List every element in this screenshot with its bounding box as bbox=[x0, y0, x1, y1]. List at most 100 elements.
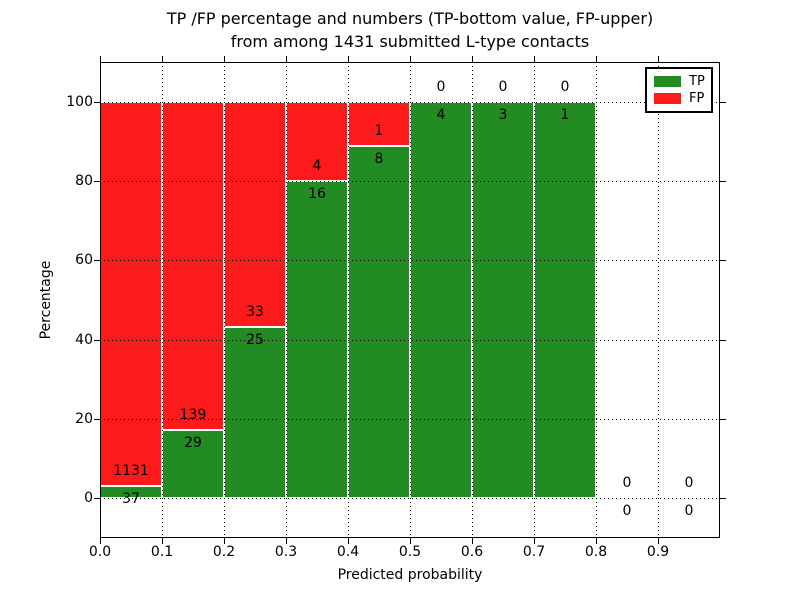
x-tick-label: 0.2 bbox=[212, 544, 236, 560]
x-tick-mark bbox=[224, 538, 225, 544]
bar-segment-fp bbox=[348, 101, 410, 146]
y-tick-label: 100 bbox=[66, 93, 93, 110]
fp-count-label: 0 bbox=[498, 78, 508, 95]
y-tick-mark-right bbox=[720, 181, 726, 182]
fp-count-label: 0 bbox=[684, 475, 694, 492]
x-tick-label: 0.5 bbox=[398, 544, 422, 560]
x-tick-mark-top bbox=[658, 56, 659, 62]
fp-count-label: 1 bbox=[374, 122, 384, 139]
x-tick-label: 0.3 bbox=[274, 544, 298, 560]
legend: TP FP bbox=[645, 67, 713, 113]
x-gridline bbox=[658, 62, 659, 538]
y-tick-label: 20 bbox=[75, 411, 93, 427]
y-tick-mark bbox=[94, 339, 100, 341]
x-gridline bbox=[472, 62, 473, 538]
bar-segment-fp bbox=[162, 101, 224, 430]
bar-segment-tp bbox=[348, 145, 410, 499]
tp-count-label: 29 bbox=[184, 434, 202, 451]
bar-segment-tp bbox=[534, 101, 596, 499]
x-tick-mark bbox=[100, 538, 101, 544]
fp-swatch-icon bbox=[654, 93, 681, 105]
chart-title-line2: from among 1431 submitted L-type contact… bbox=[230, 32, 590, 51]
fp-count-label: 0 bbox=[622, 475, 632, 492]
x-tick-label: 0.9 bbox=[646, 544, 670, 560]
chart-title: TP /FP percentage and numbers (TP-bottom… bbox=[10, 7, 800, 53]
x-tick-mark bbox=[534, 538, 535, 544]
x-gridline bbox=[162, 62, 163, 538]
y-tick-mark-right bbox=[720, 260, 726, 262]
y-tick-mark-right bbox=[720, 498, 726, 500]
x-tick-label: 0.6 bbox=[460, 544, 484, 560]
bar-segment-fp bbox=[224, 101, 286, 328]
x-tick-mark-top bbox=[100, 56, 101, 62]
x-tick-mark bbox=[658, 538, 659, 544]
bar-segment-tp bbox=[472, 101, 534, 499]
fp-count-label: 0 bbox=[436, 78, 446, 95]
x-tick-mark bbox=[348, 538, 349, 544]
x-tick-mark-top bbox=[472, 56, 473, 62]
x-tick-mark bbox=[286, 538, 287, 544]
x-tick-label: 0.0 bbox=[88, 544, 112, 560]
x-gridline bbox=[410, 62, 411, 538]
x-tick-mark-top bbox=[286, 56, 287, 62]
fp-count-label: 0 bbox=[560, 78, 570, 95]
fp-count-label: 1131 bbox=[113, 462, 149, 479]
tp-swatch-icon bbox=[654, 75, 681, 87]
y-tick-mark-right bbox=[720, 419, 726, 420]
y-tick-label: 0 bbox=[84, 490, 93, 507]
tp-count-label: 8 bbox=[374, 150, 384, 167]
x-tick-mark-top bbox=[348, 56, 349, 62]
x-gridline bbox=[224, 62, 225, 538]
chart-title-line1: TP /FP percentage and numbers (TP-bottom… bbox=[166, 9, 654, 28]
legend-item-fp: FP bbox=[647, 92, 711, 106]
bar-segment-tp bbox=[410, 101, 472, 499]
x-axis-label: Predicted probability bbox=[337, 567, 483, 583]
x-tick-mark-top bbox=[534, 56, 535, 62]
x-tick-label: 0.8 bbox=[584, 544, 608, 560]
y-tick-mark bbox=[94, 181, 100, 182]
x-gridline bbox=[286, 62, 287, 538]
y-tick-mark bbox=[94, 419, 100, 420]
y-tick-mark-right bbox=[720, 101, 726, 103]
tp-count-label: 0 bbox=[684, 503, 694, 520]
x-gridline bbox=[596, 62, 597, 538]
x-tick-mark-top bbox=[162, 56, 163, 62]
y-tick-label: 80 bbox=[75, 173, 93, 189]
x-tick-mark-top bbox=[224, 56, 225, 62]
x-tick-mark bbox=[410, 538, 411, 544]
fp-count-label: 139 bbox=[179, 406, 207, 423]
x-tick-mark bbox=[162, 538, 163, 544]
bar-segment-tp bbox=[162, 429, 224, 499]
y-tick-label: 60 bbox=[75, 252, 93, 269]
x-tick-mark-top bbox=[596, 56, 597, 62]
fp-count-label: 33 bbox=[246, 304, 264, 321]
legend-item-tp: TP bbox=[647, 74, 711, 88]
legend-label-tp: TP bbox=[689, 73, 705, 89]
bar-segment-tp bbox=[224, 327, 286, 499]
x-tick-mark bbox=[472, 538, 473, 544]
bar-segment-fp bbox=[100, 101, 162, 486]
y-tick-mark bbox=[94, 260, 100, 262]
tp-count-label: 1 bbox=[560, 106, 570, 123]
y-tick-label: 40 bbox=[75, 331, 93, 348]
fp-count-label: 4 bbox=[312, 158, 322, 174]
y-axis-label: Percentage bbox=[38, 260, 54, 340]
tp-count-label: 4 bbox=[436, 106, 446, 123]
x-tick-mark bbox=[596, 538, 597, 544]
tp-count-label: 3 bbox=[498, 106, 508, 123]
tp-count-label: 25 bbox=[246, 332, 264, 349]
x-tick-label: 0.4 bbox=[336, 544, 360, 560]
tp-count-label: 16 bbox=[308, 186, 326, 202]
x-tick-mark-top bbox=[410, 56, 411, 62]
legend-label-fp: FP bbox=[689, 91, 705, 107]
y-tick-mark-right bbox=[720, 339, 726, 341]
y-tick-mark bbox=[94, 101, 100, 103]
x-tick-label: 0.1 bbox=[150, 544, 174, 560]
tp-count-label: 0 bbox=[622, 503, 632, 520]
tp-count-label: 37 bbox=[122, 490, 140, 507]
y-tick-mark bbox=[94, 498, 100, 500]
x-gridline bbox=[534, 62, 535, 538]
x-tick-label: 0.7 bbox=[522, 544, 546, 560]
x-gridline bbox=[348, 62, 349, 538]
